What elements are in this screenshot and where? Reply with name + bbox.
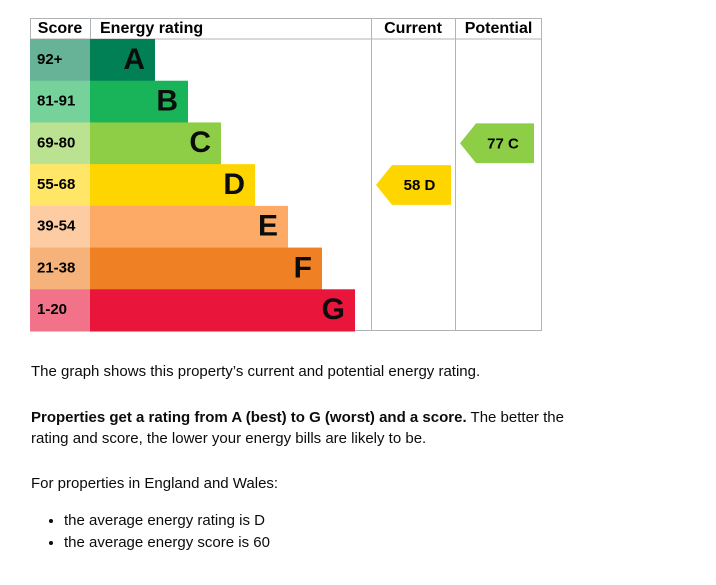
intro: The graph shows this property’s current … [31, 363, 481, 380]
score-range: 92+ [37, 51, 63, 68]
column-header: Energy rating [100, 20, 203, 37]
rating-letter: A [123, 43, 145, 76]
score-cell [30, 80, 90, 123]
averages: the average energy rating is D the avera… [31, 510, 604, 554]
score-cell [30, 164, 90, 207]
potential-score: 77 [487, 135, 504, 152]
rating-letter: B [156, 84, 178, 117]
potential-label: 77 C [487, 135, 519, 152]
rating-letter: G [322, 293, 345, 326]
column-header: Current [384, 20, 442, 37]
current-arrow [376, 165, 451, 205]
score-cell [30, 289, 90, 332]
score-cell [30, 205, 90, 249]
column-header: Potential [465, 20, 533, 37]
potential-band: C [508, 135, 519, 152]
rating-bar [90, 80, 188, 123]
rating-letter: C [189, 126, 211, 159]
rating-letter: E [258, 210, 278, 243]
region: For properties in England and Wales: [31, 475, 279, 492]
rating-bar [90, 289, 355, 332]
rating-rest: The better the rating and score, the low… [31, 409, 564, 447]
score-range: 55-68 [37, 176, 75, 193]
epc-chart: Score Energy rating Current Potential 92+ A 81… [30, 18, 542, 332]
rating-bar [90, 247, 322, 290]
score-range: 39-54 [37, 218, 76, 235]
score-cell [30, 247, 90, 290]
score-range: 69-80 [37, 134, 75, 151]
rating-bar [90, 39, 155, 82]
score-range: 81-91 [37, 93, 75, 110]
rating-bar [90, 164, 255, 207]
rating-explainer: Properties get a rating from A (best) to… [31, 407, 571, 449]
current-label: 58 D [404, 177, 436, 194]
potential-arrow [460, 123, 534, 164]
score-range: 21-38 [37, 259, 75, 276]
score-cell [30, 39, 90, 82]
current-score: 58 [404, 177, 421, 194]
score-cell [30, 122, 90, 165]
score-range: 1-20 [37, 301, 67, 318]
rating-letter: D [223, 168, 245, 201]
rating-bold: Properties get a rating from A (best) to… [31, 409, 467, 426]
average-item: the average energy score is 60 [64, 532, 604, 554]
column-header: Score [38, 20, 83, 37]
current-band: D [425, 177, 436, 194]
rating-bar [90, 205, 288, 249]
average-item: the average energy rating is D [64, 510, 604, 532]
rating-bar [90, 122, 221, 165]
rating-letter: F [294, 251, 312, 284]
